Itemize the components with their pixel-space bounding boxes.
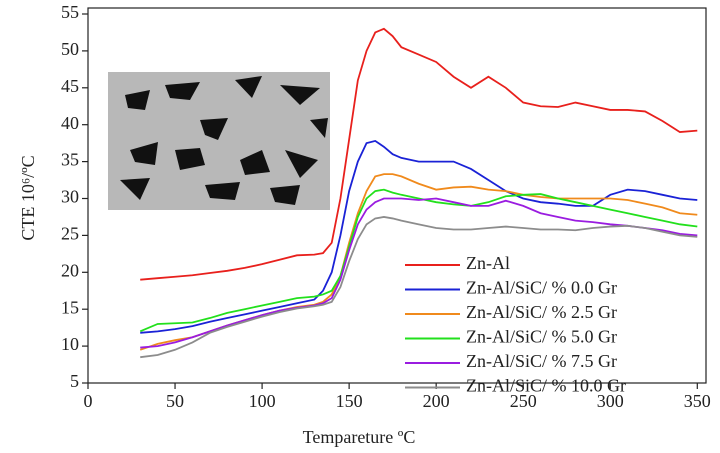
y-tick-label: 30 (61, 187, 79, 207)
y-tick-label: 55 (61, 2, 79, 22)
x-tick-label: 0 (84, 391, 93, 411)
y-tick-label: 50 (61, 39, 79, 59)
legend-label: Zn-Al/SiC/ % 7.5 Gr (466, 351, 617, 371)
x-tick-label: 50 (166, 391, 184, 411)
chart: Tempareture ºC CTE 10⁶/ºC 5 10 15 20 25 30 35 4… (0, 0, 720, 453)
series-line (140, 199, 697, 348)
y-tick-label: 40 (61, 113, 79, 133)
y-tick-label: 35 (61, 150, 79, 170)
inset-micrograph (108, 72, 330, 210)
y-tick-label: 25 (61, 224, 79, 244)
y-tick-label: 45 (61, 76, 79, 96)
x-tick-label: 100 (249, 391, 276, 411)
legend-label: Zn-Al/SiC/ % 0.0 Gr (466, 278, 617, 298)
y-tick-label: 20 (61, 260, 79, 280)
x-tick-label: 200 (423, 391, 450, 411)
y-axis-label: CTE 10⁶/ºC (18, 155, 38, 240)
y-tick-label: 10 (61, 334, 79, 354)
legend: Zn-Al Zn-Al/SiC/ % 0.0 Gr Zn-Al/SiC/ % 2.5… (405, 253, 626, 396)
x-tick-label: 150 (336, 391, 363, 411)
x-tick-label: 350 (684, 391, 711, 411)
x-axis-label: Tempareture ºC (303, 427, 416, 447)
legend-label: Zn-Al/SiC/ % 5.0 Gr (466, 327, 617, 347)
y-tick-label: 5 (70, 371, 79, 391)
legend-label: Zn-Al/SiC/ % 2.5 Gr (466, 302, 617, 322)
y-tick-label: 15 (61, 297, 79, 317)
legend-label: Zn-Al/SiC/ % 10.0 Gr (466, 376, 626, 396)
legend-label: Zn-Al (466, 253, 510, 273)
